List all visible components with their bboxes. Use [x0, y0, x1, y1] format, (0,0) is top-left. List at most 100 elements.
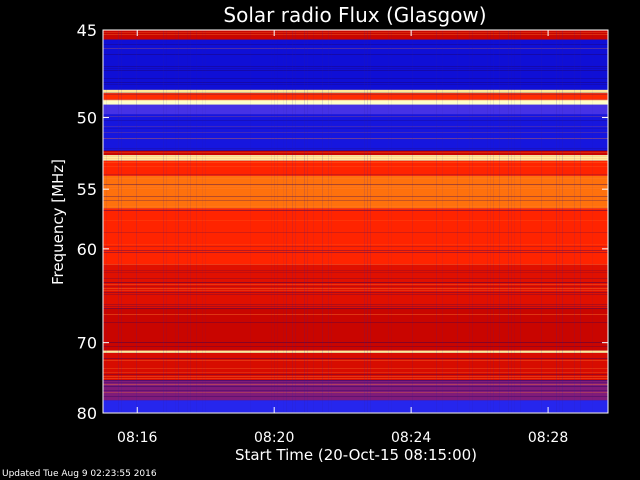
heatmap-streak	[103, 392, 608, 393]
heatmap-streak	[103, 196, 608, 197]
heatmap-column	[328, 30, 329, 413]
heatmap-column	[412, 30, 413, 413]
heatmap-streak	[103, 292, 608, 293]
heatmap-streak	[103, 66, 608, 67]
heatmap-streak	[103, 288, 608, 289]
x-tick-label: 08:20	[254, 430, 294, 446]
heatmap-column	[574, 30, 575, 413]
heatmap-column	[295, 30, 296, 413]
heatmap-streak	[103, 290, 608, 291]
heatmap-column	[562, 30, 563, 413]
heatmap-streak	[103, 372, 608, 373]
heatmap-streak	[103, 380, 608, 381]
heatmap-streak	[103, 282, 608, 283]
heatmap-streak	[103, 382, 608, 383]
heatmap-streak	[103, 178, 608, 179]
heatmap-band-6	[103, 114, 608, 151]
plot-frame	[102, 29, 609, 414]
heatmap-streak	[103, 358, 608, 359]
heatmap-column	[283, 30, 284, 413]
heatmap-streak	[103, 210, 608, 211]
heatmap-column	[163, 30, 164, 413]
heatmap-streak	[103, 246, 608, 247]
heatmap-streak	[103, 264, 608, 265]
heatmap-column	[202, 30, 203, 413]
heatmap-streak	[103, 294, 608, 295]
heatmap-streak	[103, 100, 608, 101]
x-tick-label: 08:24	[391, 430, 431, 446]
heatmap-column	[205, 30, 206, 413]
heatmap-column	[271, 30, 272, 413]
heatmap-column	[493, 30, 494, 413]
heatmap-streak	[103, 32, 608, 33]
heatmap-column	[469, 30, 470, 413]
heatmap-streak	[103, 48, 608, 49]
heatmap-column	[367, 30, 368, 413]
heatmap-streak	[103, 92, 608, 93]
heatmap-column	[331, 30, 332, 413]
heatmap-streak	[103, 166, 608, 167]
heatmap-streak	[103, 94, 608, 95]
heatmap-column	[514, 30, 515, 413]
heatmap-column	[559, 30, 560, 413]
x-tick-label: 08:28	[528, 430, 568, 446]
heatmap-column	[196, 30, 197, 413]
heatmap-streak	[103, 374, 608, 375]
heatmap-band-9	[103, 160, 608, 176]
heatmap-streak	[103, 34, 608, 35]
heatmap-column	[277, 30, 278, 413]
heatmap-band-14	[103, 350, 608, 353]
heatmap-streak	[103, 150, 608, 151]
heatmap-column	[292, 30, 293, 413]
heatmap-band-7	[103, 150, 608, 156]
heatmap-streak	[103, 368, 608, 369]
heatmap-streak	[103, 208, 608, 209]
heatmap-streak	[103, 304, 608, 305]
heatmap-streak	[103, 200, 608, 201]
heatmap-column	[178, 30, 179, 413]
heatmap-streak	[103, 158, 608, 159]
updated-timestamp: Updated Tue Aug 9 02:23:55 2016	[2, 469, 157, 479]
heatmap-streak	[103, 188, 608, 189]
heatmap-streak	[103, 342, 608, 343]
heatmap-band-4	[103, 99, 608, 105]
heatmap-streak	[103, 306, 608, 307]
heatmap-column	[136, 30, 137, 413]
heatmap-streak	[103, 116, 608, 117]
heatmap-streak	[103, 278, 608, 279]
heatmap-bands	[103, 30, 608, 413]
heatmap-band-13	[103, 308, 608, 351]
heatmap-streak	[103, 152, 608, 153]
heatmap-band-8	[103, 155, 608, 161]
y-axis-label: Frequency [MHz]	[49, 159, 67, 285]
heatmap-column	[592, 30, 593, 413]
heatmap-band-1	[103, 39, 608, 90]
heatmap-column	[490, 30, 491, 413]
heatmap-streak	[103, 82, 608, 83]
heatmap-streak	[103, 322, 608, 323]
heatmap-column	[442, 30, 443, 413]
heatmap-streak	[103, 78, 608, 79]
heatmap-streak	[103, 70, 608, 71]
heatmap-streak	[103, 68, 608, 69]
heatmap-streak	[103, 128, 608, 129]
heatmap-streak	[103, 360, 608, 361]
heatmap-column	[388, 30, 389, 413]
heatmap-streak	[103, 186, 608, 187]
heatmap-column	[322, 30, 323, 413]
y-tick-label: 50	[77, 109, 97, 128]
heatmap-streak	[103, 220, 608, 221]
heatmap-streak	[103, 44, 608, 45]
heatmap-streak	[103, 252, 608, 253]
heatmap-column	[391, 30, 392, 413]
heatmap-column	[187, 30, 188, 413]
heatmap-column	[541, 30, 542, 413]
heatmap-band-11	[103, 208, 608, 265]
heatmap-band-0	[103, 30, 608, 40]
x-axis-label: Start Time (20-Oct-15 08:15:00)	[235, 446, 477, 464]
heatmap-streak	[103, 148, 608, 149]
heatmap-column	[190, 30, 191, 413]
y-axis: 45 50 55 60 70 80	[77, 21, 608, 423]
x-tick-label: 08:16	[117, 430, 157, 446]
heatmap-column	[508, 30, 509, 413]
